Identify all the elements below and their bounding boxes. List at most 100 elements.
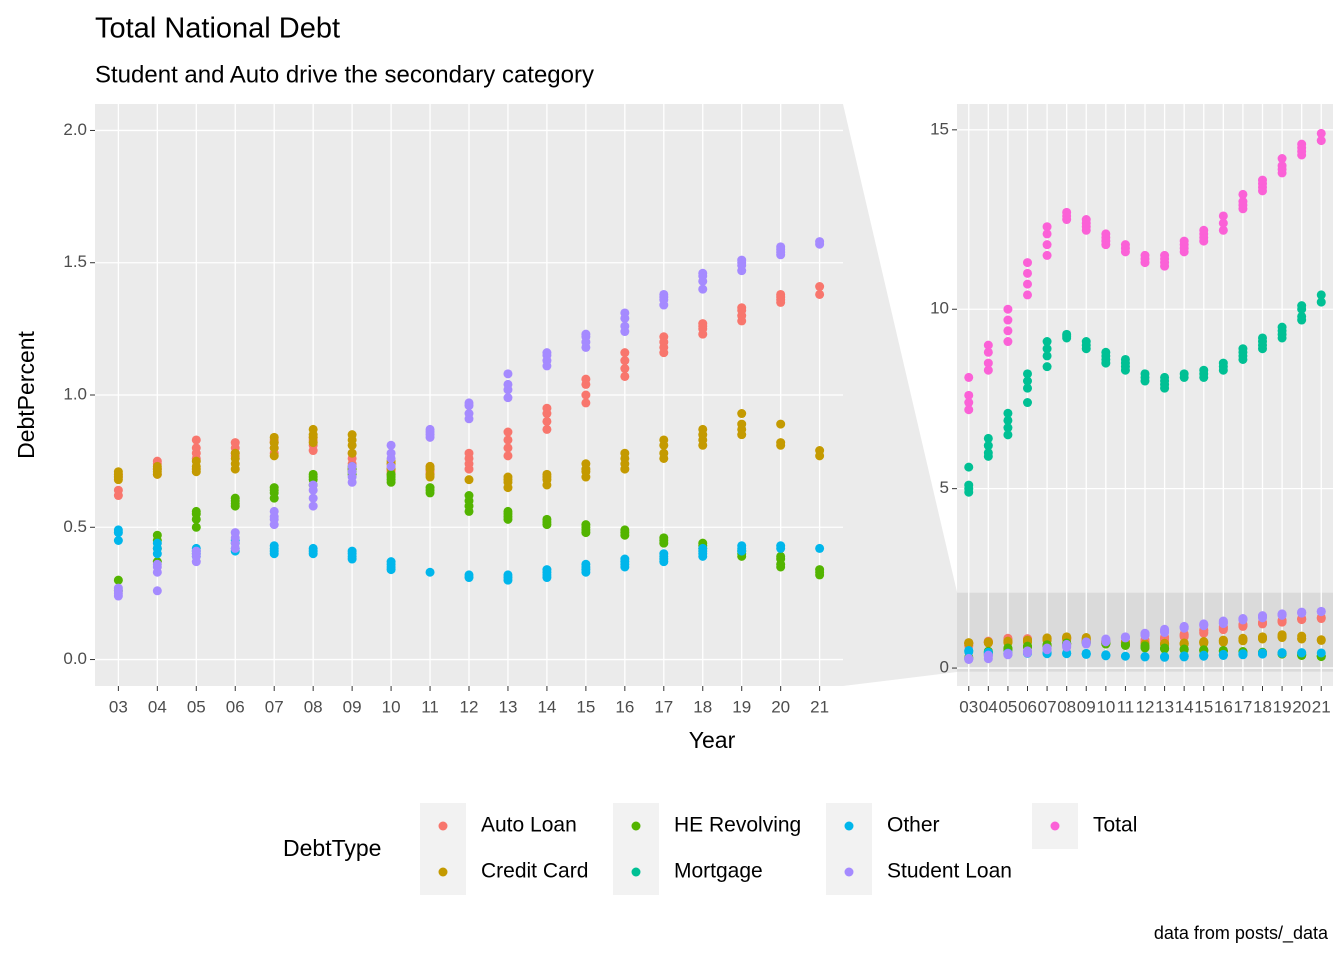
legend-label: Credit Card [481,860,588,883]
point [776,419,786,429]
point [1081,637,1091,647]
point [1081,337,1091,347]
point [964,405,974,415]
point [1023,290,1032,300]
point [659,289,669,299]
point [269,432,279,442]
x-tick-label: 18 [693,697,712,716]
legend-label: Other [887,814,940,837]
point [1297,631,1307,641]
point [269,451,279,461]
point [815,543,825,553]
point [1042,362,1052,372]
legend-label: Mortgage [674,860,763,883]
point [1199,637,1209,647]
point [386,469,396,479]
point [581,390,591,400]
point [1258,333,1267,343]
point [386,440,396,450]
point [1101,634,1111,644]
x-tick-label: 06 [1018,697,1037,716]
point [1140,641,1150,651]
point [1277,322,1287,332]
point [230,528,240,538]
point [503,451,513,461]
point [1023,268,1032,278]
point [113,536,123,545]
point [1238,633,1248,643]
point [1297,648,1307,658]
y-tick-label: 5 [940,478,949,497]
legend-marker [438,867,448,877]
point [113,467,123,477]
point [386,557,396,567]
point [581,374,591,384]
point [620,308,630,318]
point [1023,369,1032,379]
point [659,448,669,458]
point [464,398,474,408]
point [1218,635,1228,645]
point [347,546,357,556]
x-tick-label: 15 [576,697,595,716]
point [815,446,825,456]
x-tick-label: 16 [1214,697,1233,716]
point [620,525,630,535]
x-tick-label: 11 [421,697,439,716]
point [1003,423,1013,433]
point [1003,326,1013,336]
point [1218,211,1228,221]
x-tick-label: 07 [1038,697,1057,716]
point [113,583,123,593]
point [1023,279,1032,289]
point [1003,408,1013,418]
point [1316,606,1326,616]
point [1258,648,1267,658]
legend-marker [844,821,854,831]
point [1277,648,1287,658]
legend-marker [1050,821,1060,831]
point [983,650,993,660]
point [983,365,993,375]
point [1238,614,1248,624]
point [542,514,552,524]
point [1003,430,1013,440]
point [1199,619,1209,629]
point [737,419,747,429]
point [1179,369,1189,379]
point [1316,290,1326,300]
point [1140,250,1150,260]
point [503,506,513,516]
point [1160,624,1170,634]
point [308,424,318,434]
x-tick-label: 21 [810,697,829,716]
chart-subtitle: Student and Auto drive the secondary cat… [95,61,594,88]
point [1042,222,1052,232]
point [269,483,279,493]
point [191,443,201,453]
point [581,329,591,339]
x-axis-title: Year [689,727,736,753]
point [1101,347,1111,357]
point [1042,229,1052,239]
point [1062,207,1072,217]
point [1003,636,1013,646]
point [698,268,708,278]
point [191,435,201,445]
y-tick-label: 15 [930,119,949,138]
point [1120,354,1130,364]
point [1238,189,1248,199]
point [191,456,201,466]
point [542,403,552,413]
x-tick-label: 20 [771,697,790,716]
point [581,459,591,469]
x-tick-label: 21 [1312,697,1331,716]
point [1062,329,1072,339]
point [620,321,630,331]
point [1316,635,1326,645]
point [308,543,318,553]
point [776,289,786,299]
x-tick-label: 19 [732,697,751,716]
point [1042,240,1052,250]
